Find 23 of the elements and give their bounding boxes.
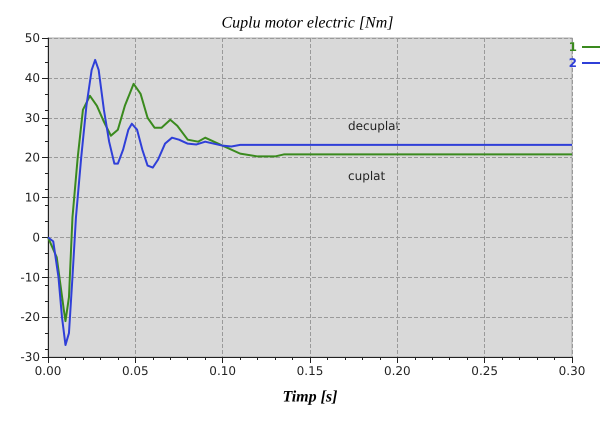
x-tick-label: 0.20: [384, 364, 411, 378]
y-tick-label: -10: [20, 270, 40, 284]
x-tick-label: 0.10: [209, 364, 236, 378]
y-tick-label: -20: [20, 310, 40, 324]
x-axis-title: Timp [s]: [282, 388, 338, 406]
x-tick-label: 0.30: [558, 364, 586, 378]
chart-title: Cuplu motor electric [Nm]: [222, 14, 394, 32]
x-tick-label: 0.00: [34, 364, 62, 378]
line-series: [47, 82, 573, 322]
x-tick-label: 0.05: [122, 364, 149, 378]
legend-label: 1: [568, 40, 577, 54]
x-tick-label: 0.25: [471, 364, 498, 378]
y-tick-label: 10: [24, 190, 40, 204]
y-tick-label: 50: [24, 31, 40, 45]
x-tick-label: 0.15: [296, 364, 324, 378]
y-tick-label: 0: [32, 230, 40, 244]
y-tick-label: 40: [24, 70, 40, 85]
annotation: decuplat: [348, 119, 401, 133]
legend-label: 2: [568, 56, 577, 70]
y-tick-label: -30: [20, 350, 40, 364]
annotation: cuplat: [348, 169, 386, 183]
y-tick-label: 30: [24, 110, 40, 125]
y-tick-label: 20: [24, 150, 40, 165]
